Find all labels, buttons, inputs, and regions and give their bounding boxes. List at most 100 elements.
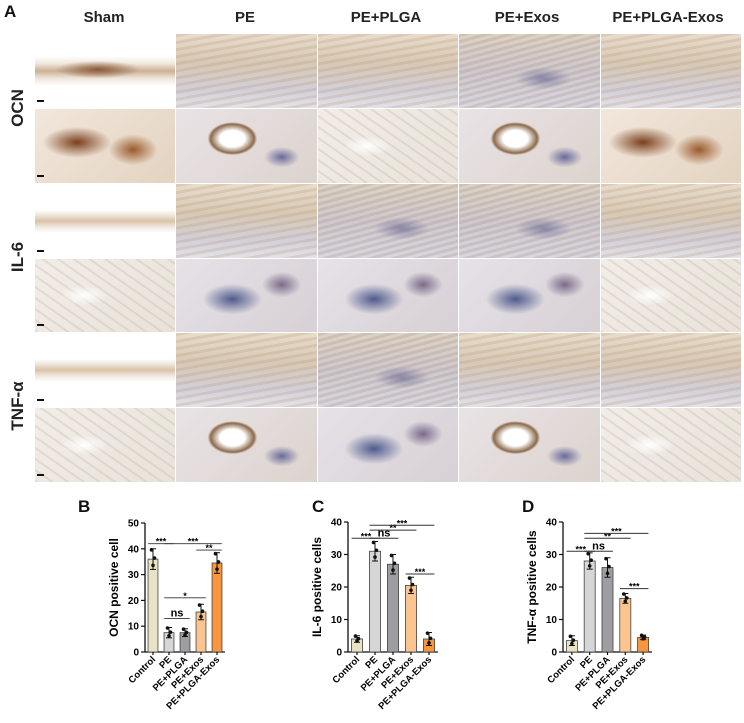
data-point	[589, 558, 593, 562]
histology-image-tnf-α-high-mag-5	[600, 408, 741, 482]
y-axis-label: TNF-α positive cells	[525, 530, 539, 644]
data-point	[165, 626, 170, 630]
data-point	[199, 614, 203, 619]
histology-image-ocn-high-mag-4	[459, 108, 600, 183]
data-point	[167, 633, 171, 638]
data-point	[570, 641, 574, 646]
y-tick-label: 30	[128, 570, 140, 581]
histology-image-ocn-low-mag-2	[176, 34, 317, 108]
data-point	[568, 634, 573, 639]
data-point	[587, 564, 592, 568]
histology-image-ocn-low-mag-4	[459, 34, 600, 108]
bar-pe	[583, 560, 596, 653]
significance-label: ***	[156, 537, 167, 547]
y-tick-label: 30	[331, 550, 343, 561]
histology-image-grid	[35, 34, 741, 482]
scale-bar	[37, 174, 44, 177]
data-point	[427, 641, 431, 645]
significance-label: ***	[397, 518, 408, 528]
data-point	[151, 563, 155, 568]
histology-image-ocn-low-mag-1	[35, 34, 176, 108]
data-point	[425, 631, 430, 635]
y-tick-label: 0	[336, 648, 342, 659]
histology-image-ocn-high-mag-1	[35, 108, 176, 183]
histology-image-tnf-α-high-mag-2	[176, 408, 317, 482]
data-point	[607, 564, 611, 569]
histology-image-il-6-high-mag-4	[459, 258, 600, 333]
data-point	[184, 630, 189, 635]
histology-image-il-6-low-mag-1	[35, 183, 176, 258]
histology-image-ocn-high-mag-5	[600, 108, 741, 183]
significance-label: ***	[611, 526, 622, 536]
y-tick-label: 20	[546, 583, 558, 594]
data-point	[639, 633, 644, 638]
data-point	[392, 561, 397, 566]
data-point	[213, 551, 218, 556]
histology-image-ocn-low-mag-5	[600, 34, 741, 108]
column-header-pe-plga: PE+PLGA	[350, 9, 422, 26]
data-point	[571, 638, 576, 642]
histology-image-ocn-low-mag-3	[317, 34, 459, 108]
histology-image-tnf-α-high-mag-1	[35, 408, 176, 482]
histology-image-tnf-α-low-mag-1	[35, 333, 176, 408]
data-point	[407, 576, 412, 580]
bar-pe+plga	[387, 563, 399, 653]
significance-label: **	[205, 543, 213, 553]
x-tick-label: Control	[126, 654, 158, 686]
histology-image-ocn-high-mag-2	[176, 108, 317, 183]
data-point	[216, 560, 221, 564]
y-tick-label: 30	[546, 550, 558, 561]
data-point	[356, 636, 361, 641]
data-point	[642, 635, 647, 639]
data-point	[409, 588, 413, 593]
significance-label: ***	[576, 544, 587, 554]
histology-image-tnf-α-low-mag-2	[176, 333, 317, 408]
bar-pe+plga-exos	[211, 562, 223, 653]
data-point	[428, 636, 433, 641]
data-point	[623, 599, 628, 604]
significance-label: **	[604, 531, 612, 541]
bar-pe	[369, 550, 381, 653]
data-point	[183, 633, 187, 637]
scale-bar	[37, 324, 44, 327]
data-point	[200, 609, 205, 614]
bar-pe+plga	[601, 567, 614, 653]
data-point	[586, 551, 590, 556]
bar-pe+exos	[405, 584, 417, 653]
histology-image-il-6-low-mag-5	[600, 183, 741, 258]
histology-image-il-6-low-mag-4	[459, 183, 600, 258]
y-tick-label: 0	[133, 648, 139, 659]
histology-image-tnf-α-low-mag-5	[600, 333, 741, 408]
significance-label: ***	[415, 567, 426, 577]
histology-image-tnf-α-low-mag-4	[459, 333, 600, 408]
significance-label: ***	[361, 531, 372, 541]
column-header-pe-plga-exos: PE+PLGA-Exos	[612, 9, 724, 26]
panel-letter-d: D	[522, 497, 535, 516]
y-tick-label: 40	[128, 544, 140, 555]
y-tick-label: 10	[128, 622, 140, 633]
column-header-pe: PE	[234, 9, 255, 26]
data-point	[149, 548, 154, 552]
histology-image-ocn-high-mag-3	[317, 108, 459, 183]
histology-image-tnf-α-low-mag-3	[317, 333, 459, 408]
significance-label: ns	[592, 540, 605, 552]
data-point	[168, 630, 173, 634]
histology-image-il-6-high-mag-2	[176, 258, 317, 333]
histology-image-il-6-low-mag-3	[317, 183, 459, 258]
y-tick-label: 10	[546, 615, 558, 626]
scale-bar	[37, 249, 44, 252]
y-tick-label: 10	[331, 615, 343, 626]
data-point	[152, 556, 157, 560]
y-tick-label: 20	[128, 596, 140, 607]
bar-pe+exos	[619, 597, 632, 653]
data-point	[353, 634, 358, 638]
histology-image-tnf-α-high-mag-3	[317, 408, 459, 482]
histology-image-il-6-high-mag-5	[600, 258, 741, 333]
histology-image-il-6-low-mag-2	[176, 183, 317, 258]
data-point	[389, 553, 394, 558]
data-point	[374, 548, 379, 553]
histology-image-tnf-α-high-mag-4	[459, 408, 600, 482]
data-point	[373, 555, 377, 559]
scale-bar	[37, 399, 44, 402]
